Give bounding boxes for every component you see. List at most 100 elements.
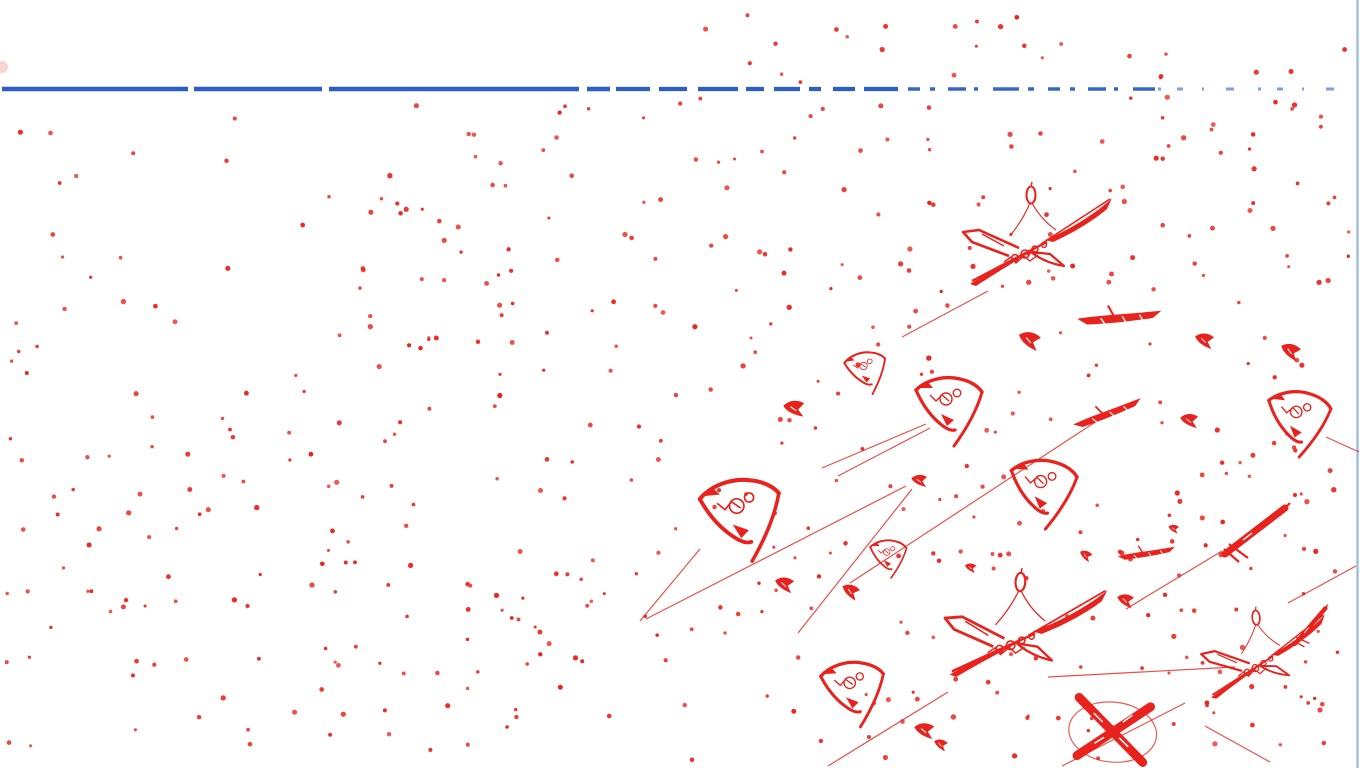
dot	[459, 250, 463, 254]
dot	[1321, 740, 1327, 746]
plane-delta	[914, 375, 984, 448]
dot	[1160, 115, 1165, 120]
dot	[387, 173, 393, 179]
dot	[118, 255, 123, 260]
dot	[360, 266, 366, 271]
dot	[718, 605, 723, 610]
dot	[689, 757, 695, 763]
dot	[49, 625, 53, 630]
dot	[1120, 184, 1126, 190]
dot	[1201, 273, 1206, 278]
dot	[926, 105, 932, 110]
dot	[981, 195, 986, 200]
dot	[516, 617, 521, 622]
dot	[1158, 73, 1164, 79]
dot	[334, 479, 340, 485]
dot	[1283, 533, 1287, 538]
dot	[353, 560, 357, 565]
dot	[508, 268, 514, 273]
dot	[1212, 741, 1218, 747]
dot	[1295, 181, 1300, 186]
dot	[673, 392, 679, 398]
dot	[769, 322, 773, 326]
dot	[1335, 650, 1340, 655]
dot	[143, 604, 147, 608]
dot	[133, 391, 139, 397]
dot	[1121, 198, 1127, 205]
dot	[562, 496, 567, 501]
dot	[606, 713, 612, 719]
dot	[496, 273, 501, 277]
dot	[1346, 254, 1350, 258]
dot	[829, 287, 833, 291]
dot	[1304, 498, 1310, 505]
dot	[723, 631, 727, 635]
dot	[254, 504, 260, 511]
dot	[542, 368, 546, 372]
dot	[883, 23, 889, 29]
dot	[465, 606, 471, 612]
dot	[950, 714, 957, 720]
dot	[1219, 460, 1225, 465]
plane-tiny	[782, 398, 807, 421]
dot	[224, 158, 229, 164]
plane-tiny	[1078, 549, 1094, 563]
dot	[1299, 695, 1303, 699]
dot	[521, 596, 525, 600]
dot	[337, 333, 342, 338]
dot	[798, 80, 803, 84]
dot	[546, 641, 552, 647]
dot	[897, 261, 904, 267]
dot	[96, 526, 102, 532]
dot	[774, 588, 778, 593]
dot	[445, 703, 451, 709]
dot	[1342, 47, 1347, 52]
dot	[709, 243, 714, 248]
dot	[541, 148, 546, 152]
dot	[1273, 99, 1278, 105]
contrail	[1287, 565, 1357, 604]
dot	[926, 137, 930, 142]
dot	[241, 479, 246, 484]
dot	[762, 251, 768, 257]
dot	[1171, 633, 1177, 640]
dot	[708, 387, 713, 392]
dot	[465, 637, 470, 642]
dot	[840, 263, 844, 267]
dot	[427, 406, 432, 411]
dot	[246, 727, 250, 732]
dot	[1059, 331, 1063, 335]
dot	[857, 275, 863, 280]
dot	[813, 426, 818, 430]
dot	[936, 558, 942, 564]
dot	[495, 476, 499, 481]
dot	[765, 694, 769, 698]
dot	[1179, 608, 1184, 613]
dot	[336, 420, 342, 426]
smudge	[0, 61, 8, 73]
dot	[622, 231, 628, 238]
plane-vjet	[1224, 503, 1290, 562]
dot	[1167, 513, 1172, 518]
plane-delta	[818, 658, 889, 732]
dot	[428, 747, 433, 752]
dot	[258, 572, 262, 577]
dot	[48, 130, 53, 136]
dot	[896, 553, 902, 559]
dot	[505, 725, 509, 729]
dot	[1249, 683, 1255, 690]
dot	[27, 655, 32, 659]
dot	[403, 206, 409, 212]
dot	[476, 670, 480, 674]
dot	[392, 432, 397, 436]
dot	[1160, 222, 1166, 228]
dot	[302, 389, 306, 394]
dot	[716, 160, 721, 164]
dot	[590, 558, 595, 563]
dot	[1192, 261, 1197, 266]
dot	[757, 581, 761, 585]
dot	[294, 373, 298, 377]
dot	[788, 247, 793, 252]
dot	[740, 363, 746, 369]
